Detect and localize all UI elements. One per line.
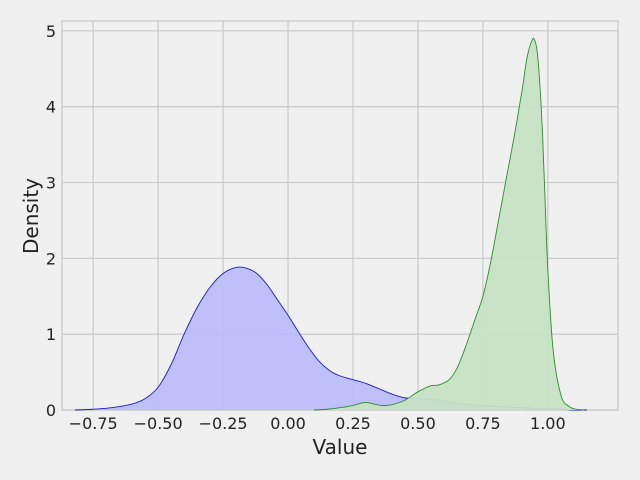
y-tick-label: 3	[46, 174, 56, 193]
y-tick-labels: 0 1 2 3 4 5	[46, 22, 56, 420]
x-tick-label: 0.25	[335, 414, 371, 433]
x-tick-label: 1.00	[530, 414, 566, 433]
y-tick-label: 0	[46, 401, 56, 420]
x-tick-label: −0.50	[134, 414, 183, 433]
density-line-2	[313, 37, 585, 411]
x-tick-label: 0.50	[400, 414, 436, 433]
y-tick-label: 4	[46, 98, 56, 117]
x-tick-label: 0.75	[465, 414, 501, 433]
x-tick-label: 0.00	[270, 414, 306, 433]
x-axis-label: Value	[313, 435, 368, 459]
density-area-2	[314, 38, 585, 410]
density-area-1	[74, 267, 587, 410]
density-series	[74, 37, 587, 411]
y-tick-label: 1	[46, 325, 56, 344]
x-tick-label: −0.75	[69, 414, 118, 433]
x-tick-label: −0.25	[199, 414, 248, 433]
y-tick-label: 5	[46, 22, 56, 41]
y-tick-label: 2	[46, 249, 56, 268]
x-tick-labels: −0.75 −0.50 −0.25 0.00 0.25 0.50 0.75 1.00	[69, 414, 566, 433]
y-axis-label: Density	[19, 178, 43, 254]
